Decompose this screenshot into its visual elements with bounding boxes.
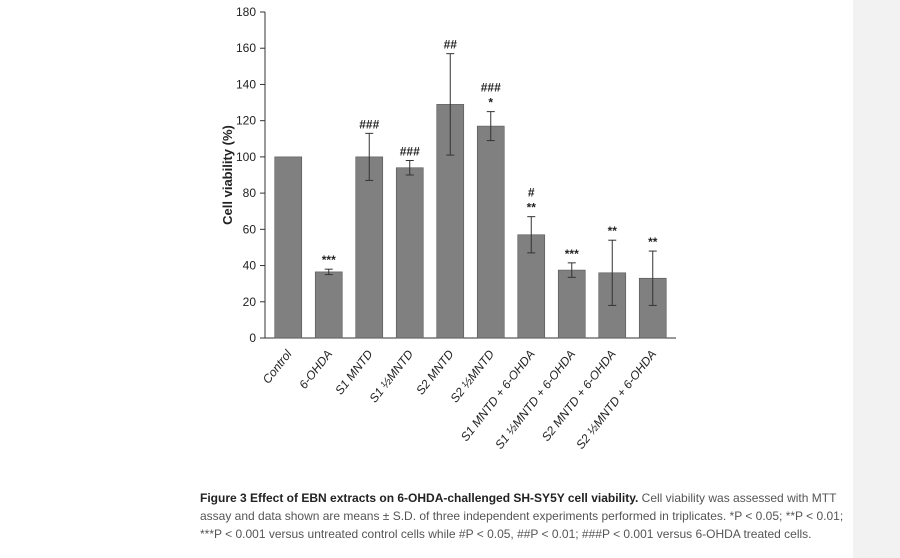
page-edge-strip [853,0,900,558]
y-tick-label: 120 [236,114,256,128]
significance-label: ### [481,81,501,95]
y-tick-label: 60 [243,222,257,236]
bar [355,156,384,339]
x-tick-label: S2 MNTD [413,347,457,397]
significance-label: ** [527,201,537,215]
bar [314,271,343,339]
x-tick-label: 6-OHDA [296,347,335,391]
bar [476,125,505,339]
bars: ***########*###**#******* [274,38,667,339]
y-tick-label: 80 [243,186,257,200]
x-tick-label: S1 MNTD [332,347,376,397]
significance-label: *** [565,247,579,261]
caption-lead: Figure 3 Effect of EBN extracts on 6-OHD… [200,491,639,505]
y-tick-label: 140 [236,77,256,91]
significance-label: ### [359,117,379,131]
significance-label: ** [648,235,658,249]
x-tick-label: S2 MNTD + 6-OHDA [539,347,619,444]
significance-label: * [488,96,493,110]
figure-caption: Figure 3 Effect of EBN extracts on 6-OHD… [200,489,850,543]
y-tick-label: 100 [236,150,256,164]
y-tick-label: 0 [249,331,256,345]
y-axis-label: Cell viability (%) [220,125,235,225]
bar [395,167,424,339]
caption-body: Cell viability was assessed with MTT ass… [200,491,844,541]
bar [274,156,303,339]
y-tick-label: 180 [236,5,256,19]
significance-label: ** [608,224,618,238]
bar [557,269,586,339]
x-tick-label: S2 ½MNTD + 6-OHDA [573,347,659,452]
y-tick-label: 40 [243,259,257,273]
significance-label: ## [444,38,458,52]
y-tick-label: 160 [236,41,256,55]
x-tick-label: S1 ½MNTD + 6-OHDA [492,347,578,452]
y-tick-label: 20 [243,295,257,309]
y-axis: 0 20 40 60 80 100 120 140 160 180 [236,5,676,345]
significance-label: ### [400,145,420,159]
x-tick-label: S1 MNTD + 6-OHDA [458,347,538,444]
significance-label: # [528,186,535,200]
x-tick-label: Control [260,347,295,386]
significance-label: *** [322,253,336,267]
